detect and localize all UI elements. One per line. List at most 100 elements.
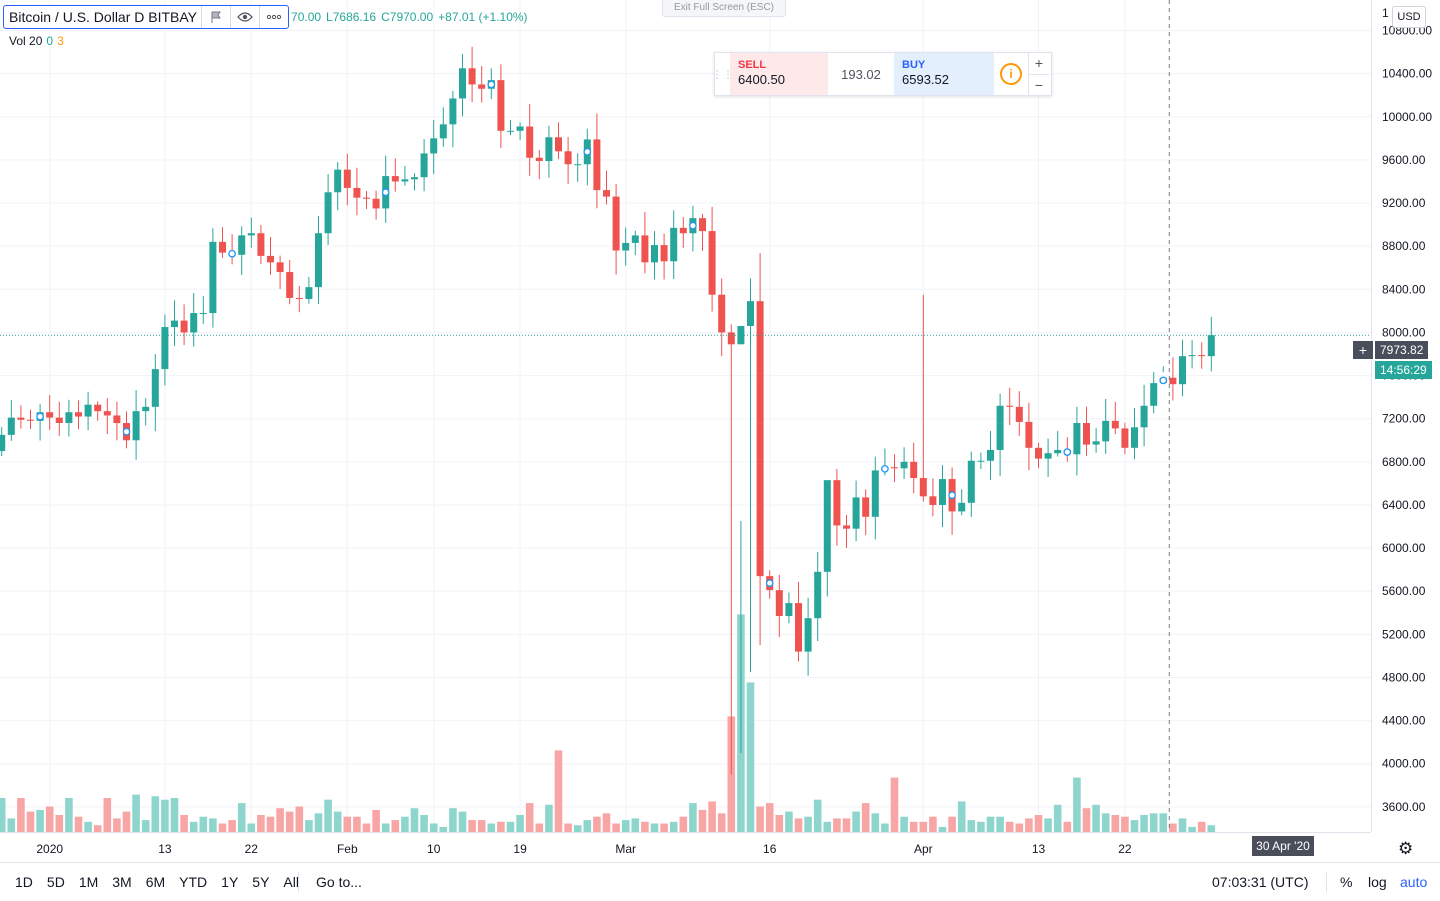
- candle-body: [1035, 447, 1042, 459]
- candle-body: [516, 126, 524, 131]
- crosshair-price-label: 7973.82: [1375, 341, 1429, 359]
- minus-button[interactable]: −: [1034, 76, 1044, 93]
- time-tick-label: 10: [427, 842, 441, 856]
- volume-bar: [708, 801, 716, 832]
- candle-body: [1044, 453, 1052, 459]
- ohlc-close: C7970.00: [381, 10, 434, 24]
- volume-bar: [410, 808, 419, 832]
- range-3m[interactable]: 3M: [112, 874, 132, 890]
- range-all[interactable]: All: [283, 874, 299, 890]
- drag-handle-icon[interactable]: ⋮⋮: [711, 68, 734, 81]
- volume-bar: [1188, 826, 1196, 832]
- event-marker: [381, 188, 390, 197]
- candle-body: [401, 179, 409, 182]
- volume-bar: [602, 813, 611, 832]
- volume-bar: [919, 821, 928, 832]
- volume-bar: [141, 820, 150, 832]
- eye-icon[interactable]: [230, 6, 259, 28]
- volume-bar: [660, 823, 668, 832]
- log-toggle[interactable]: log: [1368, 874, 1387, 890]
- candle-body: [651, 245, 658, 263]
- symbol-title[interactable]: Bitcoin / U.S. Dollar D BITBAY: [9, 9, 198, 25]
- candle-body: [190, 313, 198, 333]
- volume-bar: [74, 816, 83, 832]
- volume-bar: [285, 811, 294, 832]
- volume-bar: [477, 820, 486, 832]
- buy-button[interactable]: BUY 6593.52: [894, 53, 994, 95]
- price-tick-label: 6000.00: [1382, 541, 1426, 555]
- candle-body: [267, 255, 274, 263]
- volume-bar: [84, 821, 92, 832]
- candle-body: [900, 461, 908, 469]
- utc-clock[interactable]: 07:03:31 (UTC): [1212, 874, 1309, 890]
- candle-body: [871, 470, 879, 517]
- goto-button[interactable]: Go to...: [316, 874, 362, 890]
- time-tick-label: 19: [513, 842, 527, 856]
- volume-bar: [689, 803, 697, 832]
- price-tick-label: 4800.00: [1382, 670, 1426, 684]
- time-tick-label: 16: [763, 842, 777, 856]
- percent-toggle[interactable]: %: [1340, 874, 1353, 890]
- more-icon[interactable]: [259, 6, 288, 28]
- event-marker: [765, 579, 774, 587]
- volume-bar: [871, 813, 880, 832]
- candle-body: [1207, 335, 1215, 357]
- volume-bar: [650, 823, 659, 832]
- candle-body: [862, 497, 870, 517]
- range-5d[interactable]: 5D: [46, 874, 65, 890]
- flag-icon[interactable]: [201, 6, 230, 28]
- candle-body: [238, 235, 246, 255]
- event-marker: [1159, 376, 1168, 385]
- exit-fullscreen-button[interactable]: Exit Full Screen (ESC): [662, 0, 786, 17]
- candle-body: [142, 406, 150, 412]
- info-button[interactable]: i: [994, 53, 1028, 95]
- candle-body: [737, 325, 745, 345]
- candle-body: [430, 138, 438, 154]
- volume-bar: [1073, 777, 1081, 832]
- candle-body: [391, 176, 399, 182]
- price-tick-label: 9200.00: [1382, 196, 1426, 210]
- volume-bar: [132, 794, 140, 832]
- volume-bar: [1082, 808, 1091, 832]
- range-1m[interactable]: 1M: [78, 874, 99, 890]
- price-tick-label: 5600.00: [1382, 584, 1426, 598]
- candle-body: [967, 460, 975, 503]
- volume-bar: [468, 820, 476, 832]
- price-chart[interactable]: 3600.00 4000.00 4400.00 4800.00 5200.00 5600.…: [0, 0, 1440, 862]
- candle-body: [1140, 405, 1148, 428]
- price-tick-label: 8000.00: [1382, 325, 1426, 339]
- candle-body: [833, 480, 841, 526]
- range-1y[interactable]: 1Y: [221, 874, 239, 890]
- range-1d[interactable]: 1D: [15, 874, 33, 890]
- volume-bar: [833, 818, 841, 832]
- volume-bar: [113, 818, 121, 832]
- plus-icon[interactable]: +: [1353, 341, 1373, 359]
- volume-bar: [1130, 820, 1139, 832]
- volume-bar: [218, 823, 227, 832]
- volume-bar: [161, 799, 169, 832]
- candle-body: [75, 412, 82, 417]
- volume-bar: [506, 821, 515, 832]
- volume-bar: [122, 811, 131, 832]
- volume-bar: [593, 816, 601, 832]
- candle-body: [603, 190, 610, 197]
- range-5y[interactable]: 5Y: [252, 874, 270, 890]
- range-6m[interactable]: 6M: [145, 874, 166, 890]
- symbol-box[interactable]: Bitcoin / U.S. Dollar D BITBAY: [3, 5, 290, 29]
- range-ytd[interactable]: YTD: [179, 874, 208, 890]
- sell-button[interactable]: SELL 6400.50: [730, 53, 828, 95]
- volume-legend[interactable]: Vol 20 0 3: [9, 34, 64, 48]
- volume-bar: [333, 811, 342, 832]
- volume-bar: [765, 803, 774, 832]
- auto-toggle[interactable]: auto: [1400, 874, 1428, 890]
- candle-body: [545, 137, 553, 161]
- currency-button[interactable]: USD: [1392, 6, 1426, 28]
- volume-bar: [458, 811, 467, 832]
- volume-bar: [631, 818, 640, 832]
- gear-icon[interactable]: ⚙: [1398, 839, 1414, 858]
- plus-button[interactable]: +: [1029, 53, 1049, 75]
- volume-bar: [938, 826, 947, 832]
- candle-body: [612, 196, 620, 251]
- price-tick-label: 5200.00: [1382, 627, 1426, 641]
- event-marker: [36, 412, 44, 421]
